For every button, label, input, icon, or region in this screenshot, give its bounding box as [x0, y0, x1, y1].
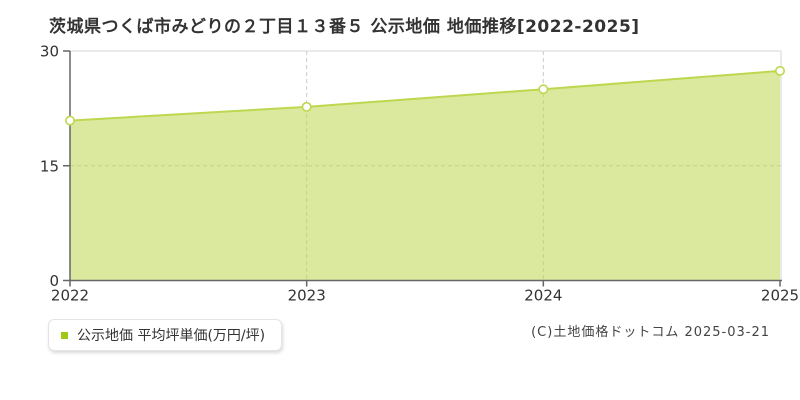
x-tick-label: 2024	[524, 287, 562, 305]
legend-marker-icon	[61, 331, 68, 339]
series-area	[70, 70, 780, 281]
y-tick-label: 0	[49, 272, 59, 290]
legend-label: 公示地価 平均坪単価(万円/坪)	[77, 328, 266, 344]
x-tick-label: 2023	[288, 287, 326, 305]
copyright: (C)土地価格ドットコム 2025-03-21	[531, 325, 770, 340]
chart-title: 茨城県つくば市みどりの２丁目１３番５ 公示地価 地価推移[2022-2025]	[49, 17, 640, 37]
data-point-2025[interactable]	[774, 65, 785, 76]
data-point-2023[interactable]	[301, 101, 312, 112]
series-line	[69, 69, 781, 122]
y-tick-label: 30	[40, 43, 59, 61]
legend: 公示地価 平均坪単価(万円/坪)	[48, 319, 283, 351]
data-point-2024[interactable]	[538, 84, 549, 95]
x-tick-label: 2025	[761, 287, 799, 305]
x-tick-label: 2022	[51, 287, 89, 305]
data-point-2022[interactable]	[65, 115, 76, 126]
y-tick-label: 15	[40, 157, 59, 175]
